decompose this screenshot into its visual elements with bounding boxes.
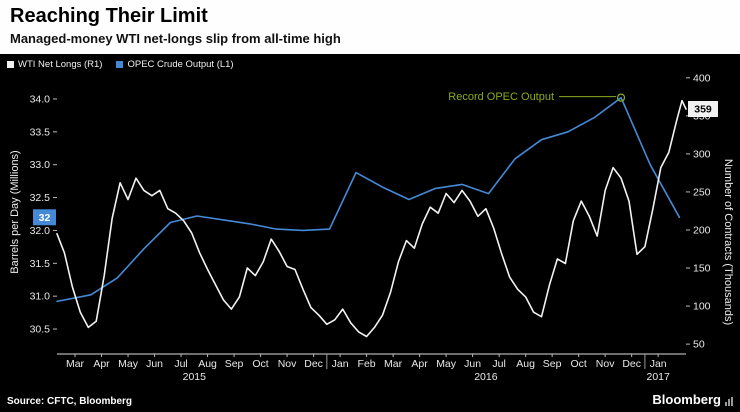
opec-last-value-chip <box>33 209 56 226</box>
svg-text:Feb: Feb <box>358 358 376 370</box>
legend-label-wti-net-longs: WTI Net Longs (R1) <box>18 59 103 70</box>
legend-item-wti-net-longs: WTI Net Longs (R1) <box>7 59 102 70</box>
left-axis-ticks: 30.5 31.0 31.5 32.0 32.5 33.0 33.5 34.0 <box>30 93 57 336</box>
svg-text:Jan: Jan <box>332 358 349 370</box>
record-annotation-circle <box>616 93 626 102</box>
svg-text:34.0: 34.0 <box>30 93 51 105</box>
chart-title: Reaching Their Limit <box>10 5 208 27</box>
plot-area: WTI Net Longs (R1) OPEC Crude Output (L1… <box>0 54 740 408</box>
svg-text:31.0: 31.0 <box>30 291 51 303</box>
svg-text:32.5: 32.5 <box>30 192 51 204</box>
svg-text:Dec: Dec <box>622 358 641 370</box>
last-value-chip-text: 32 <box>39 212 51 224</box>
svg-text:Sep: Sep <box>543 358 562 370</box>
legend: WTI Net Longs (R1) OPEC Crude Output (L1… <box>7 59 234 70</box>
svg-text:50: 50 <box>693 339 705 351</box>
svg-text:Aug: Aug <box>198 358 217 370</box>
legend-item-opec-output: OPEC Crude Output (L1) <box>116 59 234 70</box>
svg-text:32.0: 32.0 <box>30 225 51 237</box>
svg-text:Oct: Oct <box>252 358 268 370</box>
svg-text:May: May <box>118 358 139 370</box>
wti-net-longs-line <box>56 99 687 338</box>
svg-text:Jan: Jan <box>650 358 667 370</box>
bloomberg-wordmark: Bloomberg <box>652 392 721 407</box>
bloomberg-logo: Bloomberg <box>652 392 733 407</box>
svg-text:200: 200 <box>693 224 711 236</box>
x-axis-year-labels: 2015 2016 2017 <box>183 371 670 383</box>
last-value-chip-text: 359 <box>694 104 712 116</box>
svg-text:Apr: Apr <box>93 358 110 370</box>
opec-series-swatch-icon <box>116 61 124 68</box>
record-annotation-text: Record OPEC Output <box>448 91 554 103</box>
svg-text:May: May <box>436 358 457 370</box>
wti-last-value-chip <box>688 101 718 117</box>
svg-text:Jul: Jul <box>492 358 505 370</box>
svg-text:33.0: 33.0 <box>30 159 51 171</box>
chart-footer: Source: CFTC, Bloomberg Bloomberg <box>0 392 740 407</box>
svg-text:150: 150 <box>693 263 711 275</box>
svg-text:Oct: Oct <box>570 358 586 370</box>
source-note: Source: CFTC, Bloomberg <box>7 396 133 407</box>
opec-output-line <box>56 96 681 303</box>
svg-text:Mar: Mar <box>384 358 403 370</box>
svg-text:Jul: Jul <box>174 358 187 370</box>
svg-text:30.5: 30.5 <box>30 324 51 336</box>
chart-subtitle: Managed-money WTI net-longs slip from al… <box>10 31 341 46</box>
svg-text:2015: 2015 <box>183 371 207 383</box>
svg-text:2017: 2017 <box>646 371 670 383</box>
chart-canvas: 30.5 31.0 31.5 32.0 32.5 33.0 33.5 34.0 50 100 150… <box>30 72 718 383</box>
bloomberg-chart-icon <box>725 397 733 406</box>
svg-text:33.5: 33.5 <box>30 126 51 138</box>
svg-text:Jun: Jun <box>146 358 163 370</box>
chart-header: Reaching Their Limit Managed-money WTI n… <box>0 0 740 54</box>
svg-text:2016: 2016 <box>474 371 498 383</box>
left-axis-title: Barrels per Day (Millions) <box>9 150 21 274</box>
svg-text:Nov: Nov <box>596 358 615 370</box>
wti-series-swatch-icon <box>7 61 14 68</box>
svg-text:Nov: Nov <box>278 358 297 370</box>
svg-text:31.5: 31.5 <box>30 258 51 270</box>
svg-text:Dec: Dec <box>304 358 323 370</box>
right-axis-title: Number of Contracts (Thousands) <box>722 158 734 326</box>
svg-text:300: 300 <box>693 148 711 160</box>
svg-text:Apr: Apr <box>411 358 428 370</box>
svg-text:Aug: Aug <box>516 358 535 370</box>
x-axis-month-labels: Mar Apr May Jun Jul Aug Sep Oct Nov Dec Jan Feb Mar A… <box>66 354 667 370</box>
legend-label-opec-output: OPEC Crude Output (L1) <box>127 59 234 70</box>
svg-text:100: 100 <box>693 301 711 313</box>
svg-text:Jun: Jun <box>464 358 481 370</box>
svg-text:250: 250 <box>693 186 711 198</box>
svg-text:400: 400 <box>693 72 711 84</box>
svg-text:Mar: Mar <box>66 358 85 370</box>
svg-text:Sep: Sep <box>225 358 244 370</box>
